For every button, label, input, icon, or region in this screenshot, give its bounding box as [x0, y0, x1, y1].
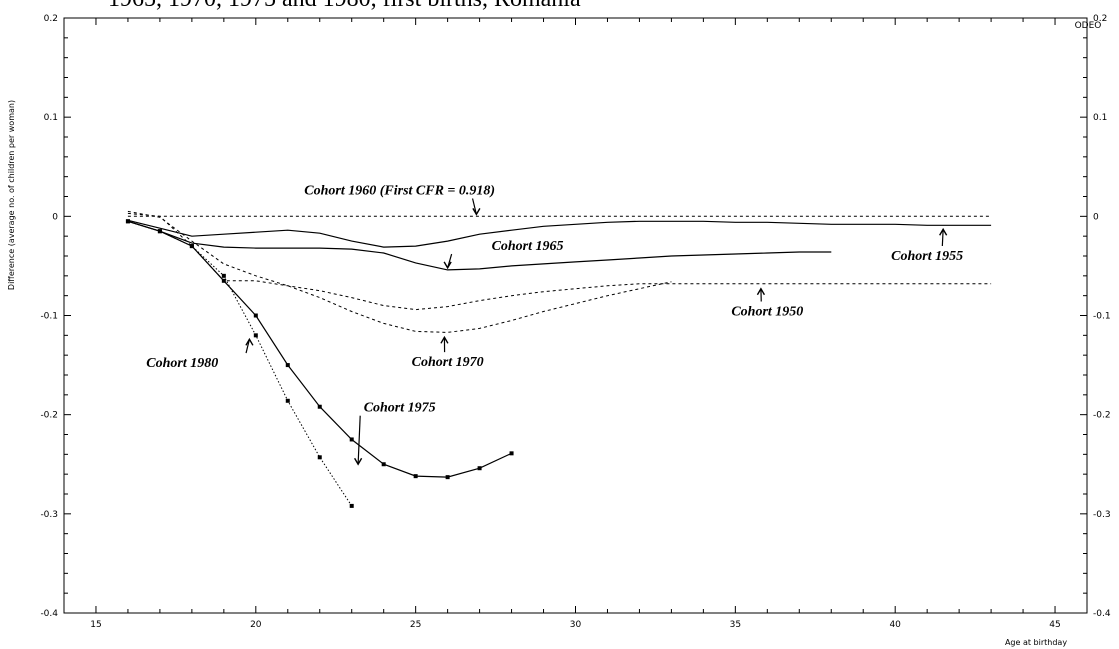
series-line-cohort-1950: [127, 212, 992, 311]
series-group: [127, 210, 992, 507]
data-point: [285, 363, 290, 368]
annotation-arrow-head: [443, 261, 452, 270]
data-point: [477, 466, 482, 471]
y-tick-label-right: -0.2: [1093, 411, 1111, 421]
annotation-arrow-shaft: [357, 415, 361, 465]
y-tick-label-left: 0: [52, 212, 58, 222]
y-axis-label: Difference (average no. of children per …: [7, 100, 16, 290]
data-point: [253, 333, 258, 338]
y-tick-label-left: 0.1: [44, 113, 58, 123]
annotation-arrow-head: [756, 287, 766, 296]
data-point: [221, 278, 226, 283]
annotation-arrow-head: [245, 337, 254, 346]
annotation-arrow-shaft: [471, 198, 477, 215]
annotation-arrow-head: [354, 457, 363, 466]
chart-title: 1965, 1970, 1975 and 1980, first births,…: [108, 0, 581, 13]
data-point: [317, 404, 322, 409]
data-point: [509, 451, 514, 456]
y-tick-label-left: -0.3: [40, 510, 58, 520]
plot-frame: [63, 17, 1088, 614]
annotation-arrow-head: [939, 227, 948, 236]
annotation-arrow-head: [472, 207, 481, 216]
data-point: [253, 313, 258, 318]
annotation-label: Cohort 1950: [731, 305, 803, 320]
y-tick-label-right: 0.1: [1093, 113, 1107, 123]
y-tick-label-right: 0.2: [1093, 14, 1107, 24]
data-point: [285, 398, 290, 403]
x-tick-label: 15: [90, 620, 101, 630]
series-line-cohort-1965: [127, 220, 832, 271]
x-tick-label: 35: [730, 620, 741, 630]
x-axis-label: Age at birthday: [1005, 638, 1067, 647]
x-tick-label: 25: [410, 620, 421, 630]
y-tick-label-right: -0.3: [1093, 510, 1111, 520]
series-line-cohort-1970: [127, 210, 672, 333]
markers-group: [125, 219, 514, 508]
data-point: [349, 437, 354, 442]
annotation-label: Cohort 1975: [364, 401, 436, 416]
y-tick-label-left: -0.2: [40, 411, 58, 421]
x-tick-label: 20: [250, 620, 262, 630]
data-point: [189, 244, 194, 249]
annotation-label: Cohort 1960 (First CFR = 0.918): [304, 184, 495, 199]
data-point: [157, 229, 162, 234]
y-tick-label-left: -0.1: [40, 312, 58, 322]
annotation-arrow-shaft: [941, 229, 944, 246]
series-line-cohort-1980: [127, 220, 353, 507]
y-tick-label-left: 0.2: [44, 14, 58, 24]
y-tick-label-right: -0.4: [1093, 609, 1111, 619]
y-tick-label-right: 0: [1093, 212, 1099, 222]
data-point: [381, 462, 386, 467]
data-point: [413, 474, 418, 479]
data-point: [349, 503, 354, 508]
x-tick-label: 45: [1049, 620, 1060, 630]
annotation-label: Cohort 1955: [891, 249, 963, 264]
annotation-label: Cohort 1970: [412, 355, 484, 370]
annotation-label: Cohort 1965: [492, 239, 564, 254]
y-tick-label-right: -0.1: [1093, 312, 1111, 322]
data-point: [445, 475, 450, 480]
x-tick-label: 30: [570, 620, 582, 630]
watermark-text: ODEO: [1075, 21, 1102, 31]
data-point: [125, 219, 130, 224]
annotations-group: Cohort 1960 (First CFR = 0.918) Cohort 19…: [146, 184, 963, 466]
x-tick-label: 40: [889, 620, 901, 630]
series-line-cohort-1955: [127, 219, 992, 248]
y-tick-label-left: -0.4: [40, 609, 58, 619]
annotation-arrow-head: [440, 335, 449, 344]
series-line-cohort-1975: [127, 220, 512, 478]
data-point: [317, 455, 322, 460]
annotation-label: Cohort 1980: [146, 356, 218, 371]
data-point: [221, 273, 226, 278]
axis-ticks: 15 20 25 30 35 40 45 -0.4 -0.4 -0.3 -0.3 -0.2 -0.2 -0…: [40, 14, 1110, 630]
